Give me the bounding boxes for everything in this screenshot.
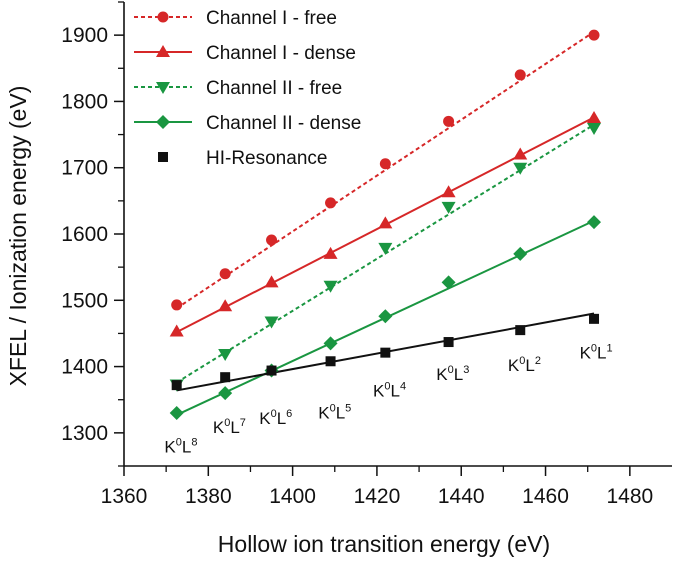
y-tick-label: 1500 xyxy=(61,289,108,312)
transition-label: K0L2 xyxy=(508,355,541,375)
data-point-series-0 xyxy=(379,158,391,170)
data-point-series-4 xyxy=(515,325,526,336)
x-tick-label: 1440 xyxy=(438,485,485,508)
transition-label: K0L1 xyxy=(580,343,613,363)
data-point-series-3 xyxy=(218,386,233,401)
data-point-series-1 xyxy=(218,299,233,312)
data-point-series-2 xyxy=(378,242,393,255)
data-point-series-0 xyxy=(266,234,278,246)
legend-swatch-marker xyxy=(158,152,168,162)
y-axis-title: XFEL / Ionization energy (eV) xyxy=(5,86,31,387)
x-tick-label: 1400 xyxy=(269,485,316,508)
data-point-series-3 xyxy=(378,309,393,324)
data-point-series-3 xyxy=(441,275,456,290)
data-point-series-1 xyxy=(323,246,338,259)
legend-swatch-marker xyxy=(156,115,170,129)
data-point-series-2 xyxy=(323,280,338,293)
legend-entry-label: Channel I - dense xyxy=(206,43,356,64)
transition-label: K0L4 xyxy=(373,380,406,400)
data-point-series-2 xyxy=(587,122,602,135)
y-tick-label: 1300 xyxy=(61,422,108,445)
legend-swatch-marker xyxy=(156,45,170,57)
legend: Channel I - free Channel I - dense Channel… xyxy=(134,8,361,169)
x-tick-label: 1420 xyxy=(354,485,401,508)
transition-label: K0L3 xyxy=(436,364,469,384)
transition-label: K0L7 xyxy=(213,417,246,437)
data-point-series-4 xyxy=(220,372,231,383)
data-point-series-0 xyxy=(443,115,455,127)
y-tick-label: 1900 xyxy=(61,24,108,47)
data-point-series-0 xyxy=(514,69,526,81)
legend-entry-label: Channel II - free xyxy=(206,78,342,99)
data-point-series-4 xyxy=(325,356,336,367)
data-point-series-3 xyxy=(323,336,338,351)
data-point-series-2 xyxy=(441,201,456,214)
transition-label: K0L5 xyxy=(318,402,351,422)
y-tick-label: 1400 xyxy=(61,356,108,379)
x-tick-label: 1360 xyxy=(101,485,148,508)
y-tick-label: 1800 xyxy=(61,90,108,113)
transition-label: K0L6 xyxy=(259,408,292,428)
axes: 1360 1380 1400 1420 1440 1460 1480 1300 1400 1500… xyxy=(5,1,672,557)
data-markers xyxy=(169,29,602,420)
x-tick-label: 1480 xyxy=(606,485,653,508)
x-tick-label: 1460 xyxy=(522,485,569,508)
data-point-series-0 xyxy=(171,299,183,311)
data-point-series-1 xyxy=(378,216,393,229)
data-point-series-4 xyxy=(380,347,391,358)
data-point-series-2 xyxy=(513,162,528,175)
data-point-series-2 xyxy=(218,348,233,361)
data-point-series-1 xyxy=(169,324,184,337)
data-point-series-3 xyxy=(513,246,528,261)
fit-line-series-0 xyxy=(176,30,595,310)
data-point-series-4 xyxy=(589,313,600,324)
data-point-series-1 xyxy=(587,111,602,123)
x-axis-title: Hollow ion transition energy (eV) xyxy=(218,531,550,557)
x-tick-label: 1380 xyxy=(185,485,232,508)
legend-entry-label: Channel I - free xyxy=(206,8,337,29)
legend-swatch-marker xyxy=(157,11,169,23)
y-tick-label: 1700 xyxy=(61,157,108,180)
data-point-series-4 xyxy=(443,337,454,348)
data-point-series-4 xyxy=(171,380,182,391)
legend-swatch-marker xyxy=(156,82,170,94)
legend-entry-label: HI-Resonance xyxy=(206,148,327,169)
data-point-series-0 xyxy=(325,197,337,209)
data-point-series-2 xyxy=(264,316,279,329)
data-point-series-1 xyxy=(264,275,279,288)
transition-label: K0L8 xyxy=(164,437,197,457)
data-point-series-1 xyxy=(441,185,456,198)
legend-entry-label: Channel II - dense xyxy=(206,113,361,134)
data-point-series-3 xyxy=(169,405,184,420)
y-tick-label: 1600 xyxy=(61,223,108,246)
data-point-series-3 xyxy=(587,215,602,230)
data-point-series-4 xyxy=(266,365,277,376)
data-point-series-0 xyxy=(219,268,231,280)
data-point-series-1 xyxy=(513,147,528,160)
transition-labels: K0L8 K0L7 K0L6 K0L5 K0L4 K0L3 K0L2 K0L1 xyxy=(164,343,612,457)
data-point-series-0 xyxy=(588,29,600,41)
